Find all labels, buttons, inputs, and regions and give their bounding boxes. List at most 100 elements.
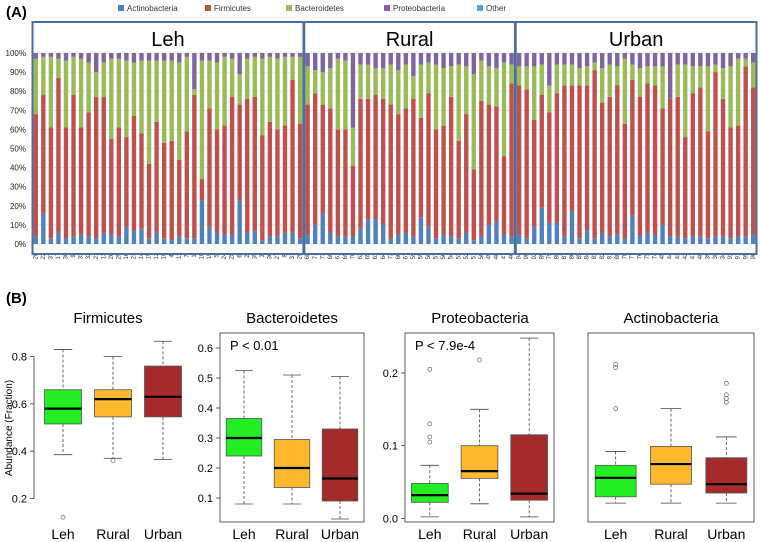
bar-segment-proteobacteria	[63, 53, 69, 61]
bar-segment-actinobacteria	[577, 238, 582, 244]
bar-segment-bacteroidetes	[532, 66, 537, 120]
sample-label: 46	[509, 252, 515, 259]
sample-label: 86	[570, 252, 576, 259]
bar-segment-actinobacteria	[637, 236, 643, 244]
bar-segment-proteobacteria	[373, 53, 378, 69]
bar-segment-firmicutes	[245, 98, 250, 233]
bar-segment-bacteroidetes	[441, 68, 446, 126]
sample-label: 62	[358, 252, 364, 259]
bar-segment-actinobacteria	[426, 226, 431, 244]
bar-segment-firmicutes	[169, 140, 174, 241]
bar-segment-actinobacteria	[139, 228, 144, 244]
sample-label: 59	[411, 252, 417, 259]
bar-segment-proteobacteria	[690, 53, 695, 67]
outlier-point	[723, 399, 729, 405]
bar-segment-proteobacteria	[735, 53, 741, 59]
bar-segment-firmicutes	[124, 137, 129, 227]
bar-segment-bacteroidetes	[426, 62, 431, 94]
bar-segment-bacteroidetes	[252, 56, 257, 97]
bar-segment-actinobacteria	[751, 234, 756, 244]
bar-segment-bacteroidetes	[683, 64, 688, 138]
sample-label: 9	[71, 254, 77, 258]
bar-segment-bacteroidetes	[320, 72, 325, 105]
outlier-point	[613, 365, 619, 370]
bar-segment-actinobacteria	[720, 236, 726, 244]
bar-segment-firmicutes	[479, 100, 484, 237]
bar-segment-actinobacteria	[441, 234, 446, 244]
bar-segment-firmicutes	[494, 106, 499, 222]
bar-segment-bacteroidetes	[720, 68, 726, 99]
sample-label: 50	[479, 252, 485, 259]
sample-label: 32	[86, 252, 92, 259]
sample-label: 77	[630, 252, 636, 259]
bar-segment-firmicutes	[577, 85, 582, 239]
bar-segment-proteobacteria	[667, 53, 673, 99]
bar-segment-actinobacteria	[222, 234, 227, 244]
bar-segment-bacteroidetes	[192, 89, 197, 96]
bar-segment-firmicutes	[41, 95, 46, 214]
bar-segment-bacteroidetes	[169, 60, 174, 141]
bar-segment-proteobacteria	[229, 53, 235, 59]
bar-segment-proteobacteria	[698, 53, 703, 67]
bar-segment-bacteroidetes	[494, 68, 499, 107]
sample-label: 58	[426, 252, 432, 259]
bar-segment-actinobacteria	[297, 238, 303, 244]
bar-segment-bacteroidetes	[56, 58, 61, 78]
sample-label: 66	[396, 252, 402, 259]
bar-segment-proteobacteria	[328, 53, 333, 69]
bar-segment-actinobacteria	[199, 200, 205, 244]
panel-title-bacteroidetes: Bacteroidetes	[246, 310, 338, 327]
y-tick-label: 0.6	[12, 399, 27, 411]
bar-segment-firmicutes	[713, 72, 718, 237]
bar-segment-firmicutes	[683, 137, 688, 239]
bar-segment-actinobacteria	[698, 236, 703, 244]
sample-label: 72	[388, 252, 394, 259]
box-urban	[510, 434, 548, 501]
bar-segment-actinobacteria	[622, 238, 628, 244]
bar-segment-proteobacteria	[388, 53, 393, 65]
bar-segment-actinobacteria	[433, 238, 439, 244]
legend-label-other: Other	[486, 4, 506, 13]
bar-segment-firmicutes	[267, 121, 273, 237]
bar-segment-actinobacteria	[154, 232, 159, 244]
bar-segment-firmicutes	[622, 123, 628, 239]
bar-segment-bacteroidetes	[131, 62, 137, 117]
bar-segment-bacteroidetes	[660, 66, 665, 109]
bar-segment-bacteroidetes	[584, 66, 590, 86]
bar-segment-bacteroidetes	[328, 68, 333, 109]
sample-label: 70	[351, 252, 357, 259]
box-rural	[273, 439, 311, 488]
sample-label: 68	[305, 252, 311, 259]
bar-segment-firmicutes	[320, 104, 325, 214]
y-tick-label: 90%	[10, 68, 26, 77]
outlier-point	[427, 421, 433, 427]
sample-label: 2	[245, 254, 251, 258]
bar-segment-actinobacteria	[252, 230, 257, 244]
y-tick-label: 0.8	[12, 352, 27, 364]
bar-segment-actinobacteria	[71, 236, 76, 244]
sample-label: 4	[169, 254, 175, 258]
box-urban	[705, 457, 748, 494]
bar-segment-bacteroidetes	[343, 60, 348, 130]
bar-segment-proteobacteria	[486, 53, 492, 67]
sample-label: 34	[721, 252, 727, 259]
bar-segment-bacteroidetes	[373, 68, 378, 96]
bar-segment-proteobacteria	[101, 53, 106, 63]
bar-segment-actinobacteria	[237, 200, 242, 244]
bar-segment-proteobacteria	[139, 53, 144, 61]
bar-segment-firmicutes	[33, 114, 38, 237]
bar-segment-firmicutes	[63, 127, 69, 239]
sample-label: 51	[471, 252, 477, 259]
sample-label: 95	[743, 252, 749, 259]
sample-label: 88	[554, 252, 560, 259]
bar-segment-proteobacteria	[403, 53, 409, 65]
bar-segment-proteobacteria	[637, 53, 643, 69]
sample-label: 16	[124, 252, 130, 259]
bar-segment-actinobacteria	[486, 224, 492, 244]
bar-segment-bacteroidetes	[154, 60, 159, 122]
legend-label-firmicutes: Firmicutes	[214, 4, 251, 13]
x-category-label-leh: Leh	[232, 526, 255, 542]
bar-segment-actinobacteria	[94, 238, 99, 244]
bar-segment-proteobacteria	[290, 53, 295, 57]
